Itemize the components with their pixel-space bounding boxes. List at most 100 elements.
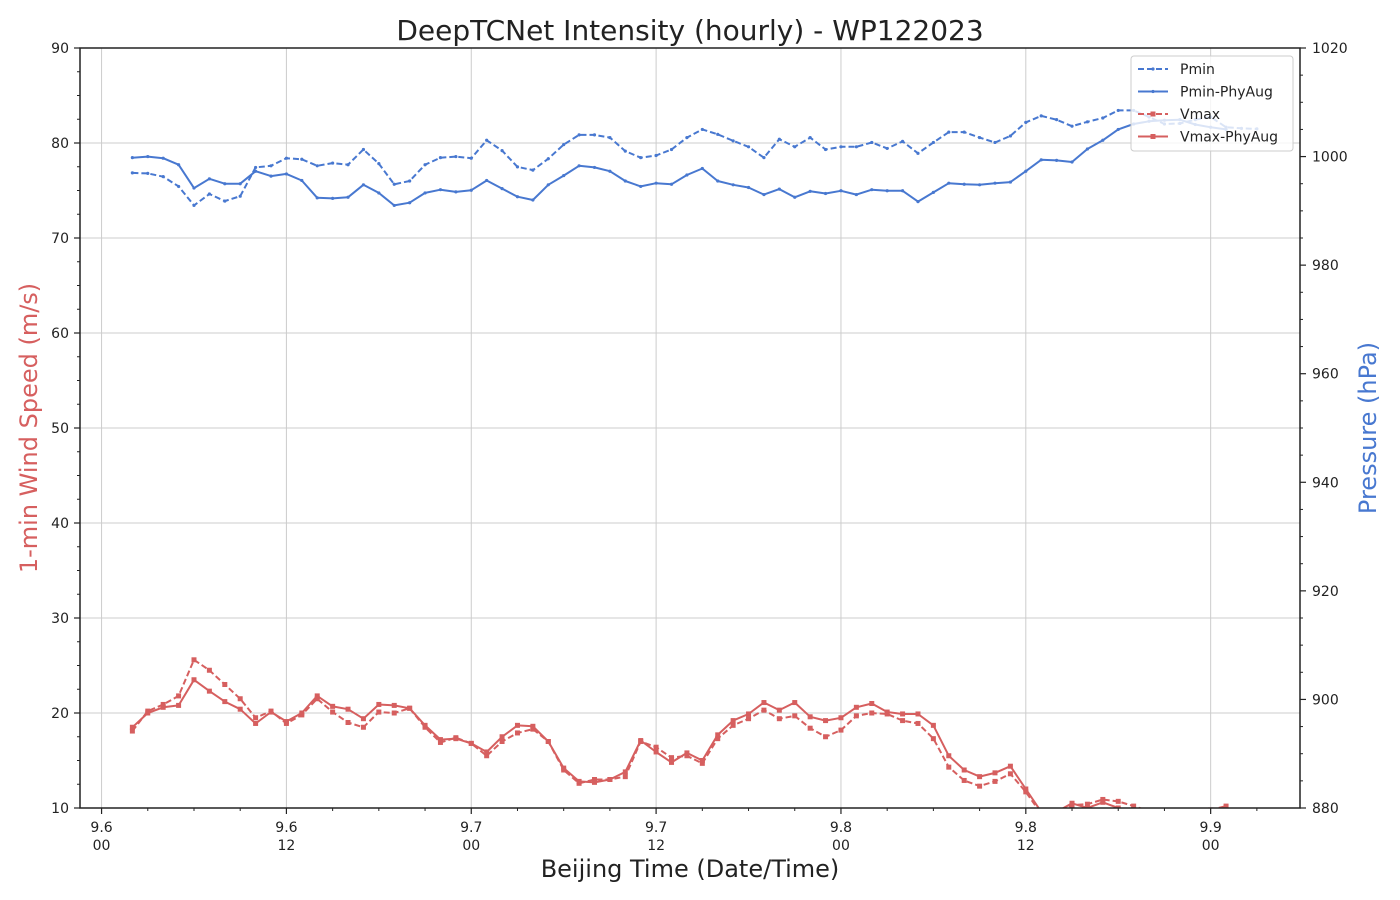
data-point [884,709,890,715]
data-point [146,171,150,175]
data-point [699,758,705,763]
data-point [499,739,505,744]
data-point [870,140,874,145]
data-point [346,163,350,167]
data-point [762,156,766,160]
series-vmax-phyaug [129,677,1121,808]
data-point [361,183,366,187]
data-point [623,149,627,153]
data-point [607,777,613,782]
data-point [300,157,304,161]
data-point [838,727,844,733]
x-tick-date-label: 9.8 [830,820,852,836]
x-tick-date-label: 9.9 [1200,820,1222,836]
right-y-tick-label: 920 [1312,584,1339,600]
x-tick-time-label: 00 [832,838,850,854]
data-point [437,739,443,745]
data-point [530,723,536,729]
data-point [1023,786,1029,792]
data-point [746,716,752,722]
data-point [1223,803,1229,808]
data-point [1085,147,1090,151]
data-point [268,709,274,715]
data-point [515,165,520,169]
data-point [699,760,705,766]
data-point [792,713,798,719]
data-point [1100,799,1106,805]
data-point [391,702,397,708]
data-point [1070,160,1074,164]
data-point [977,135,982,140]
data-point [314,693,320,699]
data-point [515,195,520,199]
left-y-axis-label: 1-min Wind Speed (m/s) [15,283,43,573]
data-point [885,146,889,151]
data-point [346,195,350,199]
data-point [514,730,520,736]
data-point [915,711,921,717]
data-point [253,720,259,726]
data-point [854,145,858,149]
data-point [562,173,566,178]
data-point [916,200,920,204]
data-point [807,714,813,720]
data-point [392,182,396,186]
data-point [577,133,581,137]
data-point [1024,120,1028,124]
data-point [930,722,936,728]
data-point [1069,800,1075,806]
data-point [823,147,828,152]
data-point [993,181,997,185]
data-point [916,151,920,155]
right-y-tick-label: 940 [1312,475,1339,491]
legend-marker [1151,89,1155,94]
data-point [715,736,721,742]
data-point [469,156,473,160]
data-point [1100,796,1106,802]
data-point [653,744,659,750]
data-point [1007,763,1013,769]
chart-legend: Pmin Pmin-PhyAug Vmax Vmax-PhyAug [1130,55,1294,152]
data-point [161,156,165,160]
left-y-tick-label: 20 [51,706,69,722]
x-tick-time-label: 12 [647,838,665,854]
data-point [284,172,289,176]
data-point [468,740,474,746]
data-point [284,156,289,160]
data-point [408,201,412,205]
data-point [300,178,304,183]
data-point [407,705,413,711]
left-y-tick-label: 80 [51,136,69,152]
data-point [1101,138,1105,142]
left-y-tick-label: 10 [51,801,69,817]
data-point [608,135,612,140]
data-point [531,198,535,202]
left-y-tick-label: 50 [51,421,69,437]
legend-label: Pmin [1180,62,1215,78]
x-tick-date-label: 9.6 [275,820,297,836]
right-y-tick-label: 980 [1312,258,1339,274]
data-point [638,738,644,744]
data-point [1008,134,1013,138]
right-y-tick-label: 900 [1312,692,1339,708]
data-point [238,194,242,198]
data-point [161,175,165,179]
legend-label: Vmax [1180,107,1220,123]
data-point [438,156,443,160]
data-point [591,777,597,782]
data-point [838,715,844,721]
data-point [746,711,752,717]
right-y-tick-label: 880 [1312,801,1339,817]
data-point [931,140,935,145]
data-point [331,161,335,165]
data-point [576,778,582,784]
data-point [977,183,982,187]
data-point [793,145,797,149]
data-point [885,189,889,193]
data-point [238,182,242,186]
data-point [361,147,366,152]
data-point [900,711,906,717]
data-point [1101,116,1105,120]
data-point [191,677,197,683]
